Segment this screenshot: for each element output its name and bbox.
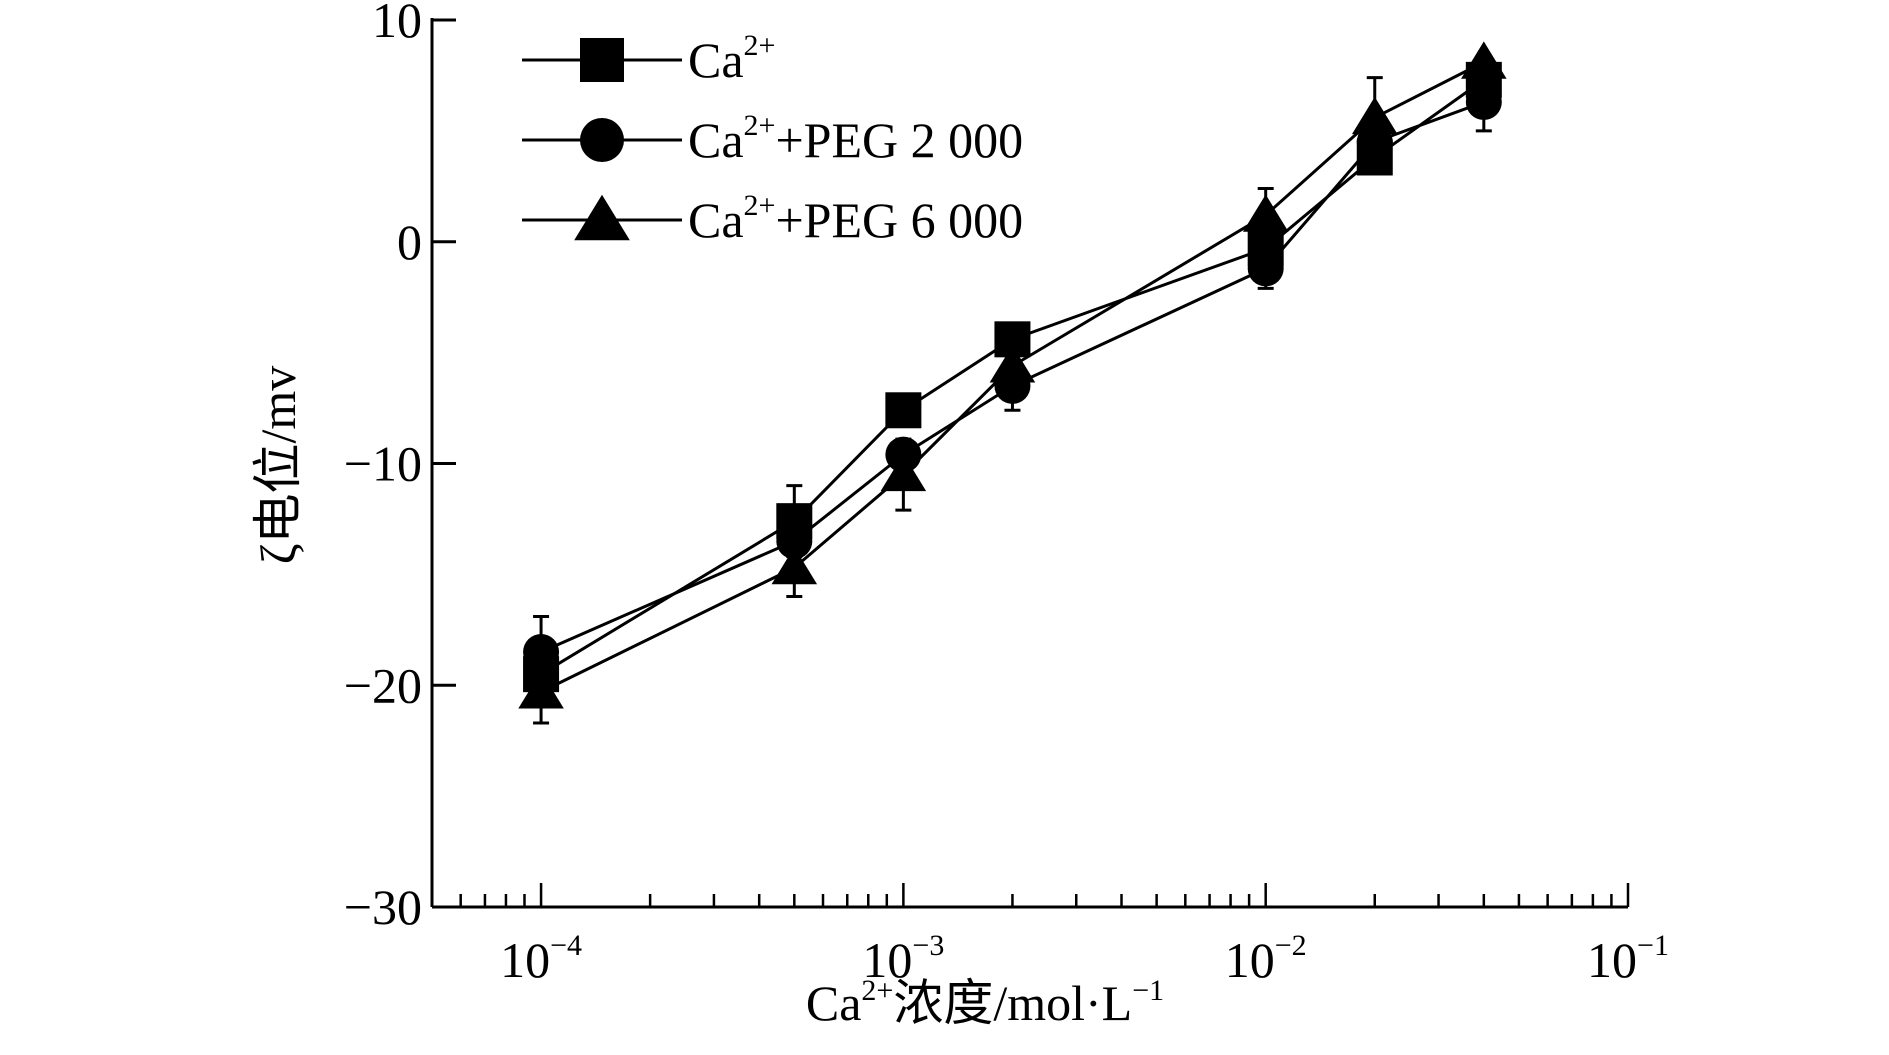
legend-label: Ca2++PEG 2 000	[688, 109, 1023, 168]
data-point-circle	[1465, 84, 1502, 121]
x-tick-label: 10−3	[862, 929, 944, 988]
y-tick-label: −20	[344, 657, 422, 713]
data-point-triangle	[1242, 194, 1289, 232]
data-point-triangle	[771, 547, 818, 585]
x-axis-ticks: 10−4 10−3 10−2 10−1	[430, 883, 1669, 988]
y-axis-title: ζ电位/mv	[250, 366, 306, 565]
y-tick-label: −30	[344, 879, 422, 935]
x-tick-label: 10−1	[1587, 929, 1669, 988]
legend-marker-circle	[580, 118, 624, 162]
legend-label: Ca2+	[688, 29, 775, 88]
y-axis-ticks: −30 −20 −10 0 10	[344, 0, 456, 935]
legend-marker-square	[580, 38, 624, 82]
data-point-triangle	[1351, 96, 1398, 135]
data-point-triangle	[989, 345, 1036, 383]
series-layer	[518, 41, 1507, 725]
data-point-circle	[1247, 250, 1284, 287]
legend-label: Ca2++PEG 6 000	[688, 189, 1023, 248]
data-point-triangle	[1461, 41, 1507, 79]
y-tick-label: −10	[344, 436, 422, 492]
data-point-triangle	[518, 671, 564, 709]
series-triangle	[518, 41, 1507, 725]
x-tick-label: 10−2	[1225, 929, 1307, 988]
data-point-circle	[523, 633, 560, 670]
data-point-square	[885, 392, 922, 429]
y-tick-label: 0	[397, 214, 422, 270]
legend: Ca2+ Ca2++PEG 2 000 Ca2++PEG 6 000	[522, 29, 1023, 248]
legend-marker-triangle	[574, 194, 630, 241]
x-axis-title: Ca2+浓度/mol·L−1	[806, 974, 1164, 1031]
x-tick-label: 10−4	[500, 929, 582, 988]
data-point-triangle	[880, 453, 927, 492]
y-tick-label: 10	[372, 0, 422, 48]
